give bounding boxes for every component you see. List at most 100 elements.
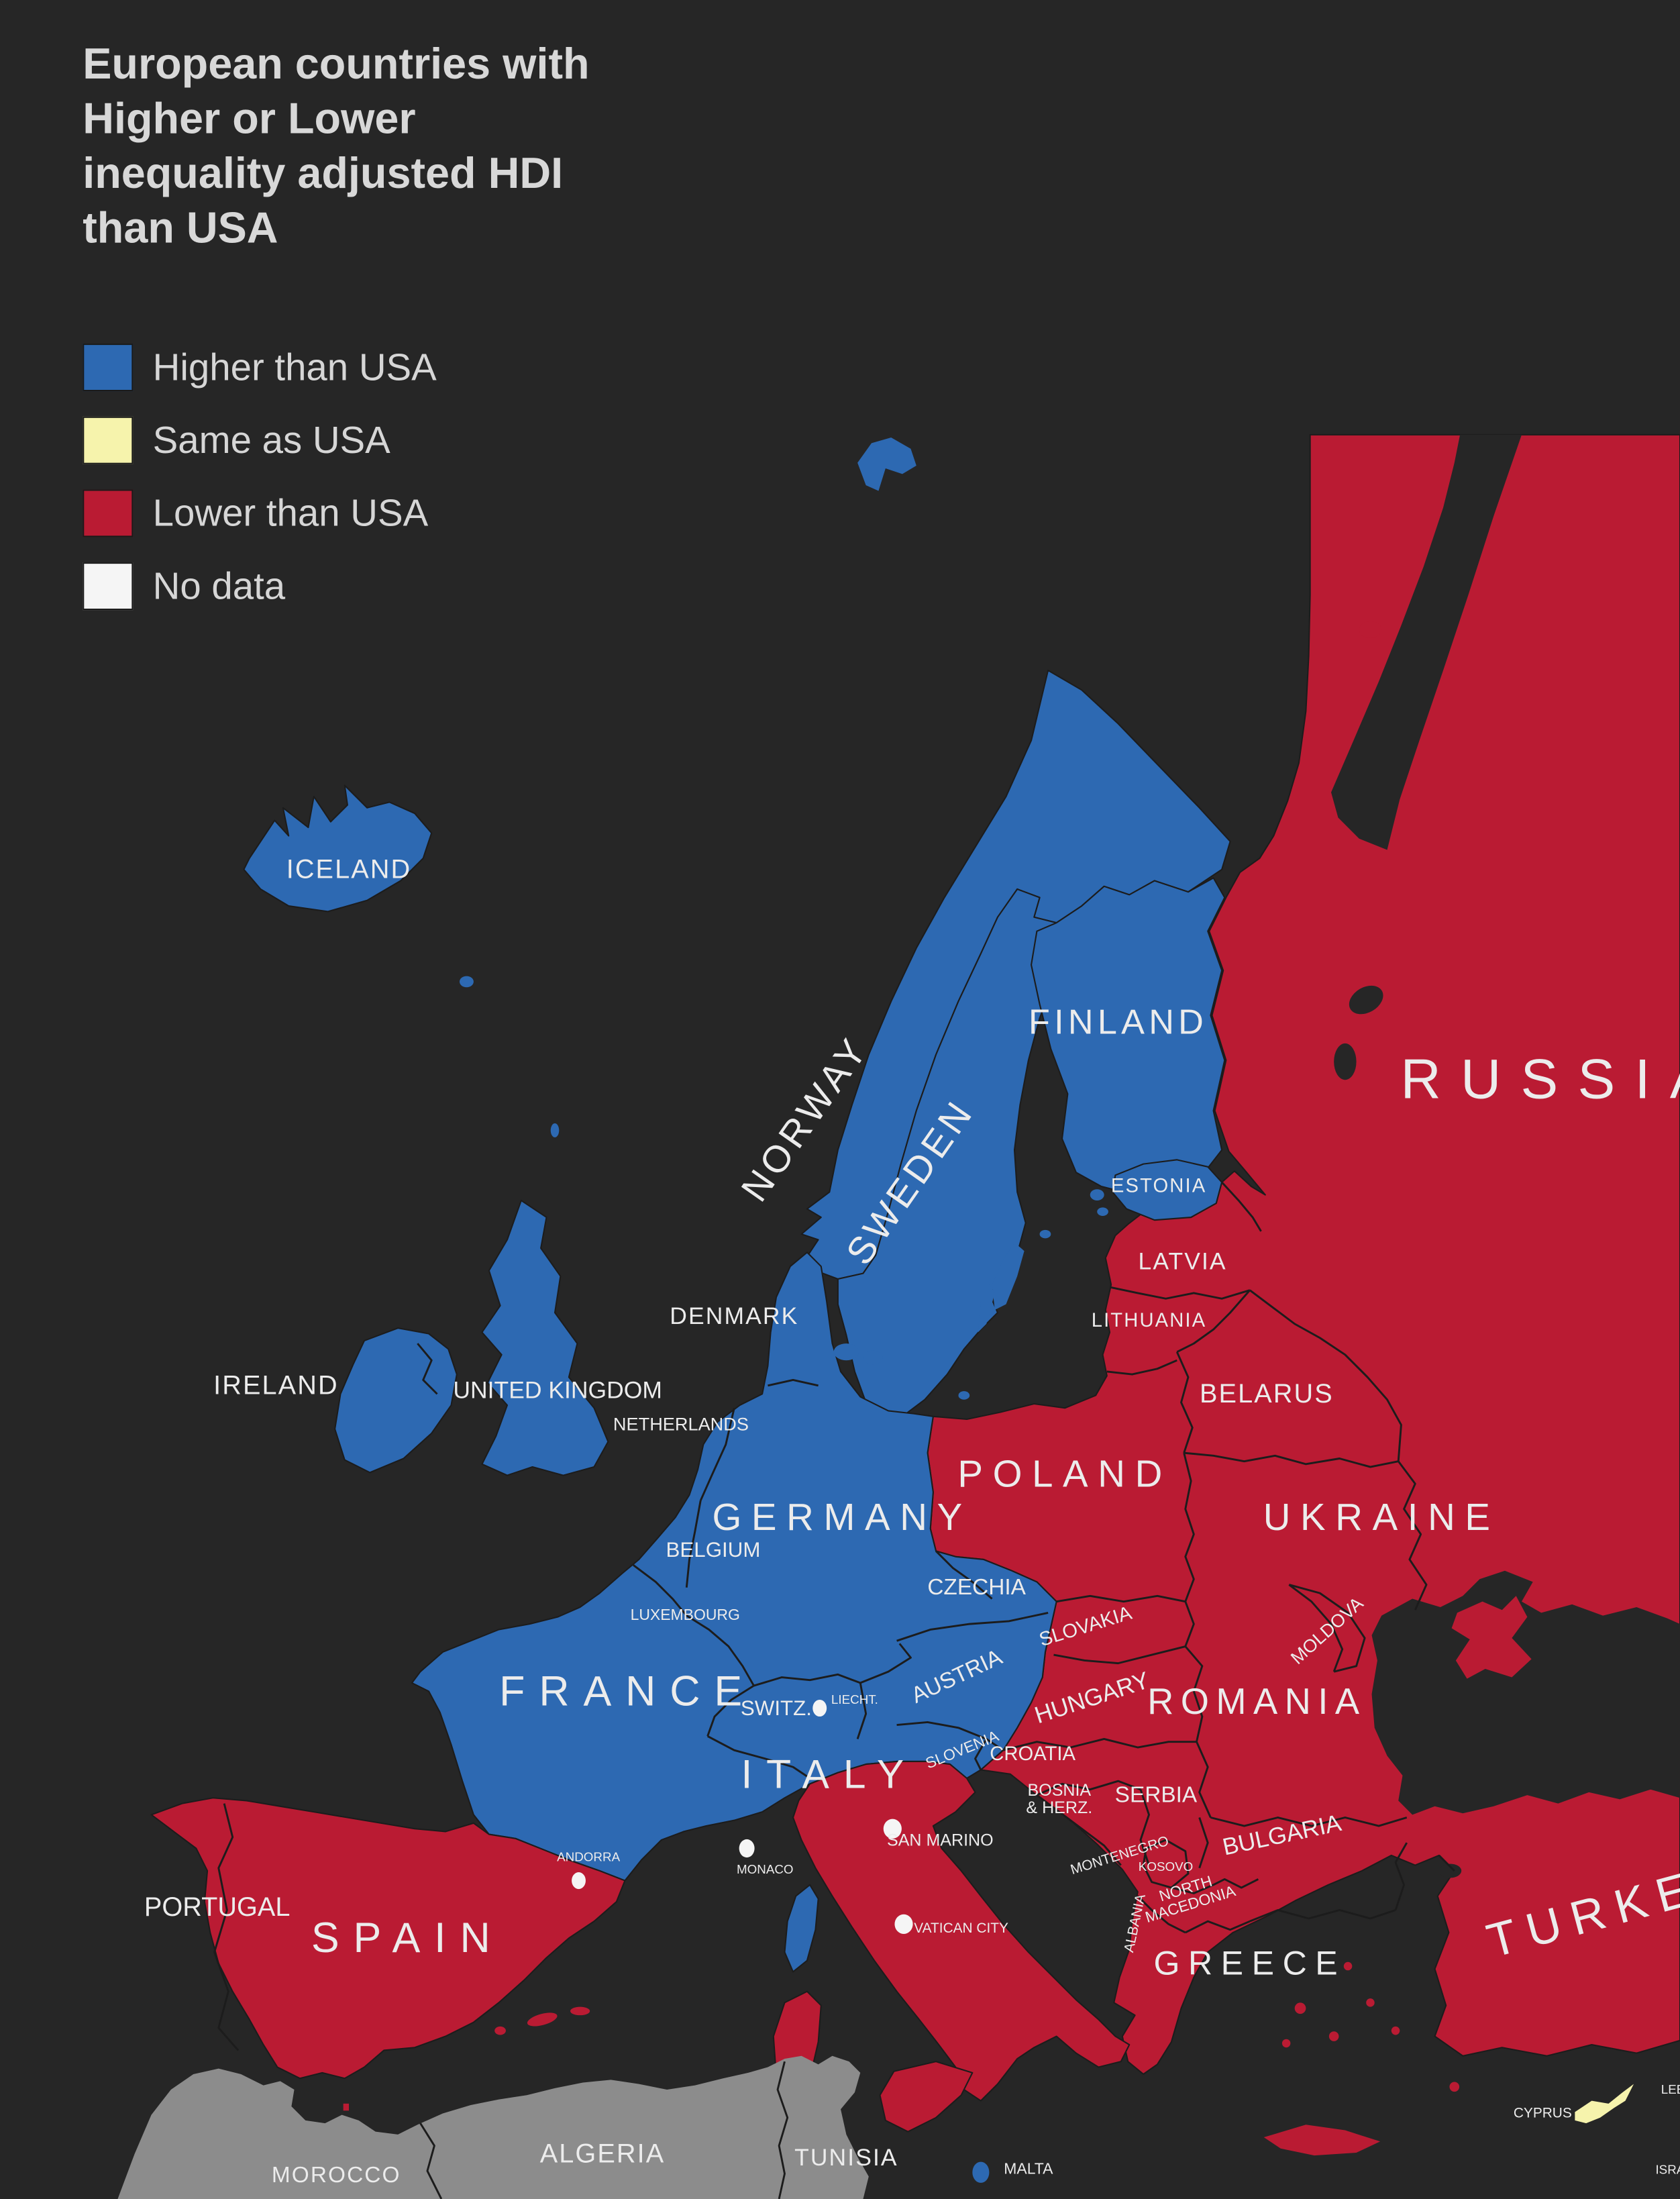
country-label-portugal: PORTUGAL [144,1892,291,1922]
country-label-ireland: IRELAND [213,1370,339,1400]
country-label-latvia: LATVIA [1139,1247,1227,1274]
country-label-belarus: BELARUS [1200,1379,1334,1409]
country-label-lithuania: LITHUANIA [1092,1310,1206,1331]
legend-label-higher: Higher than USA [152,346,437,388]
country-united-kingdom [481,1199,609,1476]
country-ireland [334,1327,458,1474]
solovetsky-island [1359,621,1382,638]
borders-east [1002,1181,1455,1934]
legend-row-same: Same as USA [83,404,437,477]
country-label-lebanon: LEB [1661,2082,1680,2096]
monaco-dot [739,1839,755,1858]
ceuta [343,2103,350,2111]
lake-onega [1334,1043,1357,1080]
sicily [879,2061,974,2133]
legend-swatch-nodata [83,562,134,611]
gotland [992,1242,1025,1310]
aegean-island-1 [1294,2002,1306,2014]
country-label-monaco: MONACO [737,1862,794,1876]
country-label-luxembourg: LUXEMBOURG [631,1606,740,1623]
country-label-israel: ISRA [1655,2162,1680,2176]
sea-of-marmara [1438,1863,1462,1878]
estonian-island-2 [1097,1207,1108,1216]
crete [1263,2125,1381,2156]
aegean-island-3 [1366,1998,1375,2007]
menorca [570,2006,590,2016]
legend-row-nodata: No data [83,550,437,623]
country-finland [1031,877,1226,1196]
country-label-cyprus: CYPRUS [1514,2106,1572,2121]
liechtenstein-dot [812,1699,827,1717]
country-label-serbia: SERBIA [1115,1783,1198,1808]
danish-island-fyn [833,1343,859,1361]
legend-label-lower: Lower than USA [152,491,429,534]
rhodes [1449,2082,1460,2092]
border-morocco-algeria [419,2123,443,2199]
legend: Higher than USA Same as USA Lower than U… [83,331,437,623]
country-label-spain: SPAIN [311,1914,505,1961]
country-label-romania: ROMANIA [1147,1681,1366,1722]
country-label-italy: ITALY [741,1751,918,1797]
country-label-poland: POLAND [957,1452,1172,1494]
legend-swatch-same [83,416,134,464]
country-label-algeria: ALGERIA [540,2139,666,2169]
country-label-malta: MALTA [1004,2159,1053,2177]
country-label-czechia: CZECHIA [927,1575,1026,1600]
aegean-island-5 [1343,1961,1353,1971]
legend-swatch-lower [83,489,134,538]
country-blue-west-mass [411,1251,1057,1882]
danish-island-zealand [863,1350,883,1365]
country-label-netherlands: NETHERLANDS [613,1414,749,1435]
country-label-germany: GERMANY [712,1496,972,1538]
country-label-iceland: ICELAND [286,854,412,884]
country-sweden [837,888,1066,1422]
country-label-estonia: ESTONIA [1111,1175,1206,1196]
borders-west [633,1378,1049,1780]
svalbard [857,438,916,491]
page-title: European countries with Higher or Lower … [83,39,590,253]
country-label-ukraine: UKRAINE [1263,1496,1500,1538]
faroe-islands [459,976,474,988]
lake-ladoga [1349,985,1383,1015]
legend-label-same: Same as USA [152,418,390,461]
country-label-finland: FINLAND [1029,1003,1208,1041]
legend-label-nodata: No data [152,564,286,607]
corsica [784,1884,819,1973]
country-label-kosovo: KOSOVO [1139,1859,1193,1874]
country-label-russia: RUSSIA [1400,1047,1680,1110]
border-portugal-spain [213,1803,240,2051]
country-label-switzerland: SWITZ. [741,1696,812,1720]
aland-islands [1039,1229,1051,1239]
country-label-morocco: MOROCCO [272,2163,401,2188]
microstate-dots-layer [572,1699,990,2183]
white-sea [1330,434,1522,850]
ibiza [494,2026,506,2035]
country-estonia [1112,1159,1223,1221]
country-label-vatican-city: VATICAN CITY [914,1921,1008,1936]
crimea [1451,1596,1532,1679]
country-iceland [243,784,433,913]
border-algeria-tunisia [776,2061,789,2199]
legend-swatch-higher [83,344,134,392]
country-label-denmark: DENMARK [670,1302,798,1329]
country-label-france: FRANCE [499,1668,756,1715]
black-sea [1371,1570,1680,1815]
vatican-city-dot [894,1914,913,1934]
malta-dot [972,2161,990,2183]
aegean-island-6 [1281,2039,1291,2048]
country-label-bosnia-herzegovina: BOSNIA & HERZ. [1026,1781,1092,1817]
country-label-belgium: BELGIUM [666,1538,761,1562]
country-label-liechtenstein: LIECHT. [831,1692,878,1706]
border-northern-ireland [417,1343,438,1395]
bornholm [958,1391,970,1400]
legend-row-higher: Higher than USA [83,331,437,404]
country-iberia [150,1797,626,2080]
country-label-greece: GREECE [1153,1945,1346,1982]
country-label-san-marino: SAN MARINO [887,1831,994,1849]
country-italy [792,1760,1131,2102]
country-label-andorra: ANDORRA [557,1849,620,1863]
north-africa [117,2055,869,2199]
san-marino-dot [883,1819,902,1839]
